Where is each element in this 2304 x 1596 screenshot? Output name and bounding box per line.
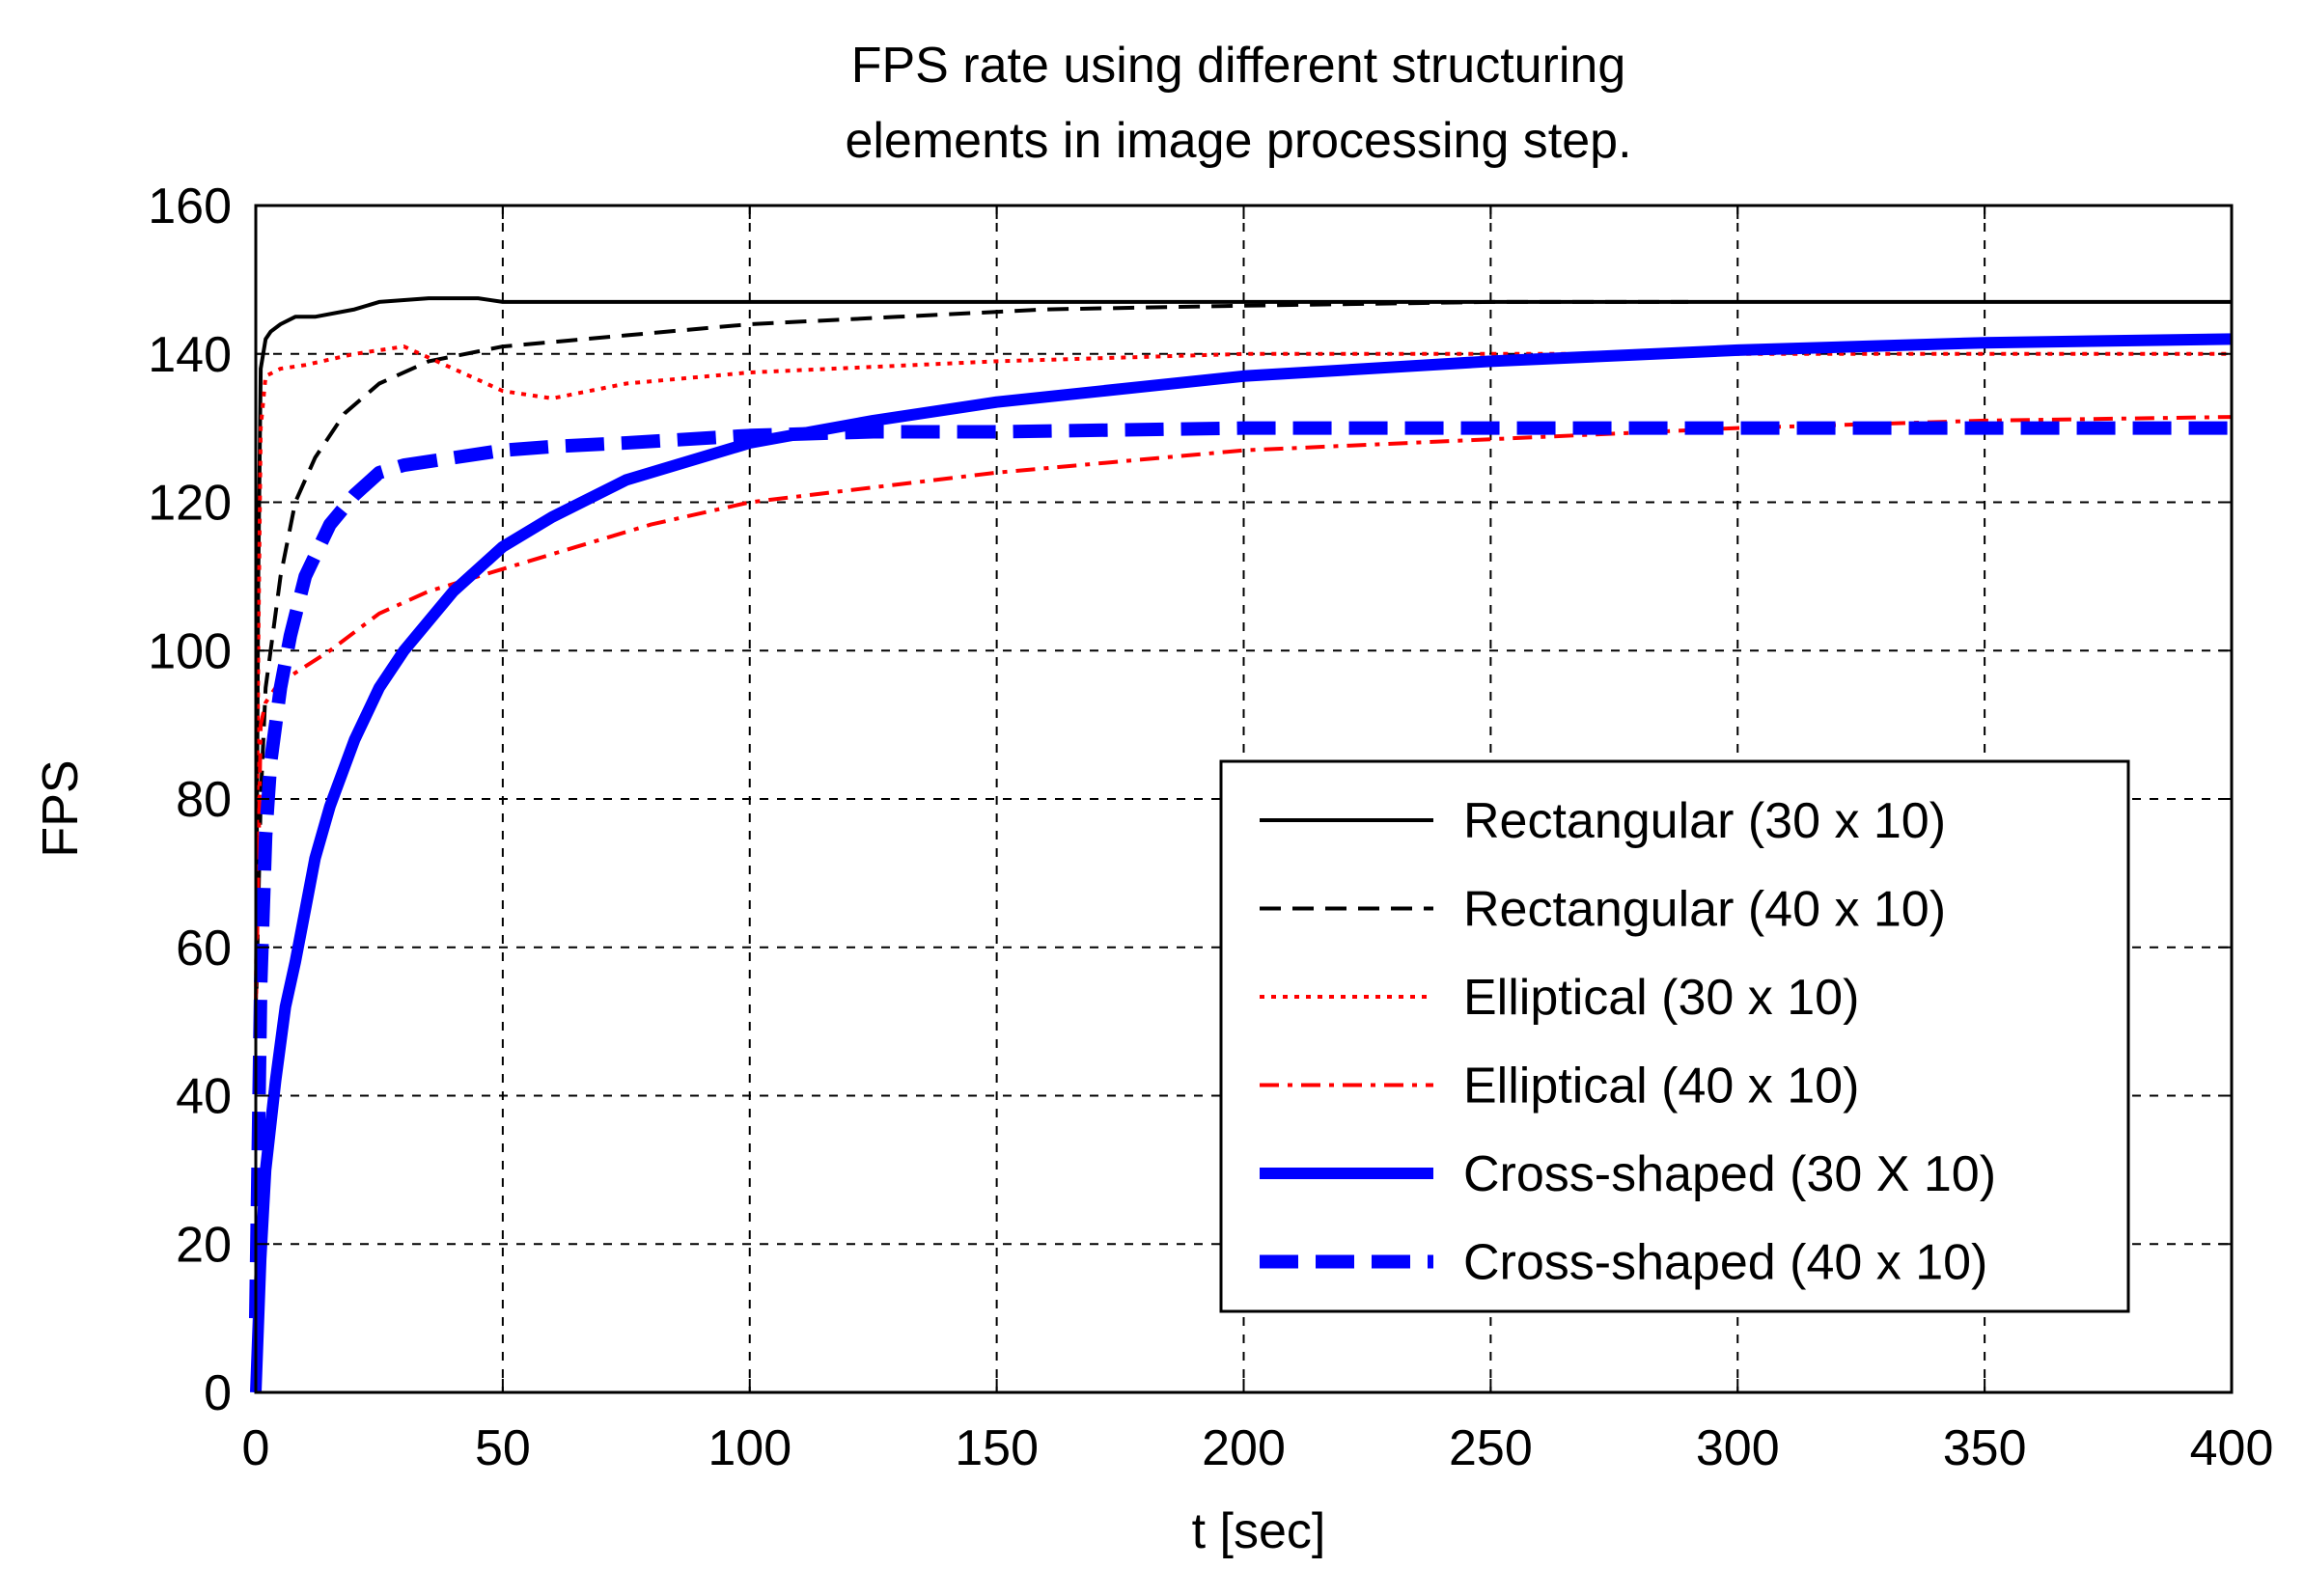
series-line-1 <box>254 296 2232 1022</box>
y-tick-label: 20 <box>176 1217 232 1273</box>
x-tick-label: 0 <box>242 1420 270 1476</box>
legend-box <box>1219 759 2130 1313</box>
chart-title-line-1: FPS rate using different structuring <box>851 38 1626 94</box>
x-tick-label: 250 <box>1449 1420 1533 1476</box>
x-tick-label: 150 <box>955 1420 1039 1476</box>
legend-label-5: Cross-shaped (30 X 10) <box>1463 1146 1996 1202</box>
y-axis-label: FPS <box>33 759 89 857</box>
legend-label-6: Cross-shaped (40 x 10) <box>1463 1235 1987 1291</box>
series-line-6 <box>249 421 2232 1319</box>
x-tick-label: 350 <box>1943 1420 2027 1476</box>
legend-label-2: Rectangular (40 x 10) <box>1463 882 1946 938</box>
chart-title-line-2: elements in image processing step. <box>845 113 1631 169</box>
x-tick-label: 200 <box>1202 1420 1286 1476</box>
series-line-5 <box>250 333 2233 1393</box>
y-tick-label: 60 <box>176 921 232 977</box>
y-tick-label: 160 <box>148 179 232 234</box>
x-axis-label: t [sec] <box>1192 1503 1326 1559</box>
x-tick-label: 100 <box>708 1420 791 1476</box>
x-tick-label: 300 <box>1696 1420 1780 1476</box>
legend-label-4: Elliptical (40 x 10) <box>1463 1059 1859 1114</box>
tick-labels: 0 50 100 150 200 250 300 350 400 0 20 40 60 80 100 120 1… <box>148 179 2273 1476</box>
y-tick-label: 0 <box>204 1365 232 1421</box>
y-tick-label: 140 <box>148 327 232 383</box>
series-line-3 <box>254 344 2232 1022</box>
y-tick-label: 80 <box>176 772 232 828</box>
y-tick-label: 120 <box>148 476 232 532</box>
x-tick-label: 50 <box>475 1420 531 1476</box>
axes-frame <box>254 204 2234 1394</box>
y-tick-label: 40 <box>176 1069 232 1125</box>
legend-label-1: Rectangular (30 x 10) <box>1463 793 1946 849</box>
series-line-2 <box>254 299 1689 1022</box>
legend: Rectangular (30 x 10) Rectangular (40 x 1… <box>1219 759 2130 1313</box>
x-tick-label: 400 <box>2190 1420 2274 1476</box>
legend-label-3: Elliptical (30 x 10) <box>1463 970 1859 1026</box>
data-series <box>249 296 2233 1393</box>
y-tick-label: 100 <box>148 623 232 679</box>
